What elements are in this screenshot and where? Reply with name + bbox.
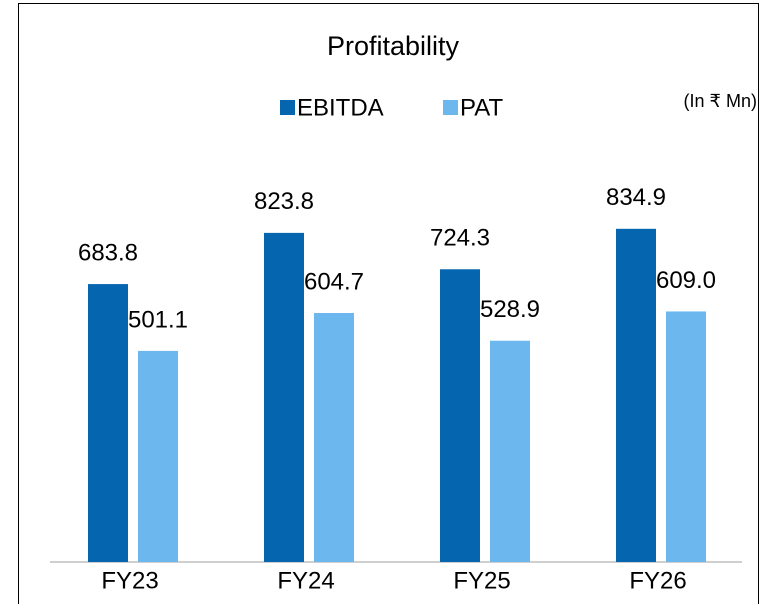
data-label: 609.0: [656, 267, 716, 294]
legend-label: PAT: [460, 94, 503, 121]
bar: [88, 284, 128, 562]
data-label: 683.8: [78, 239, 138, 266]
data-label: 724.3: [430, 225, 490, 252]
legend-swatch: [280, 100, 295, 115]
x-tick-label: FY26: [629, 567, 686, 594]
x-tick-label: FY24: [277, 567, 334, 594]
data-label: 834.9: [606, 184, 666, 211]
data-label: 823.8: [254, 188, 314, 215]
legend-label: EBITDA: [297, 94, 384, 121]
data-label: 528.9: [480, 296, 540, 323]
data-label: 501.1: [128, 306, 188, 333]
legend-swatch: [443, 100, 458, 115]
bar: [264, 232, 304, 563]
data-label: 604.7: [304, 268, 364, 295]
bar: [138, 350, 178, 562]
x-tick-label: FY25: [453, 567, 510, 594]
bar: [440, 269, 480, 562]
bar: [490, 340, 530, 562]
x-tick-label: FY23: [101, 567, 158, 594]
subtitle: (In ₹ Mn): [684, 91, 757, 111]
bar: [666, 311, 706, 562]
bar: [616, 228, 656, 562]
bar: [314, 313, 354, 562]
chart-title: Profitability: [327, 31, 460, 61]
